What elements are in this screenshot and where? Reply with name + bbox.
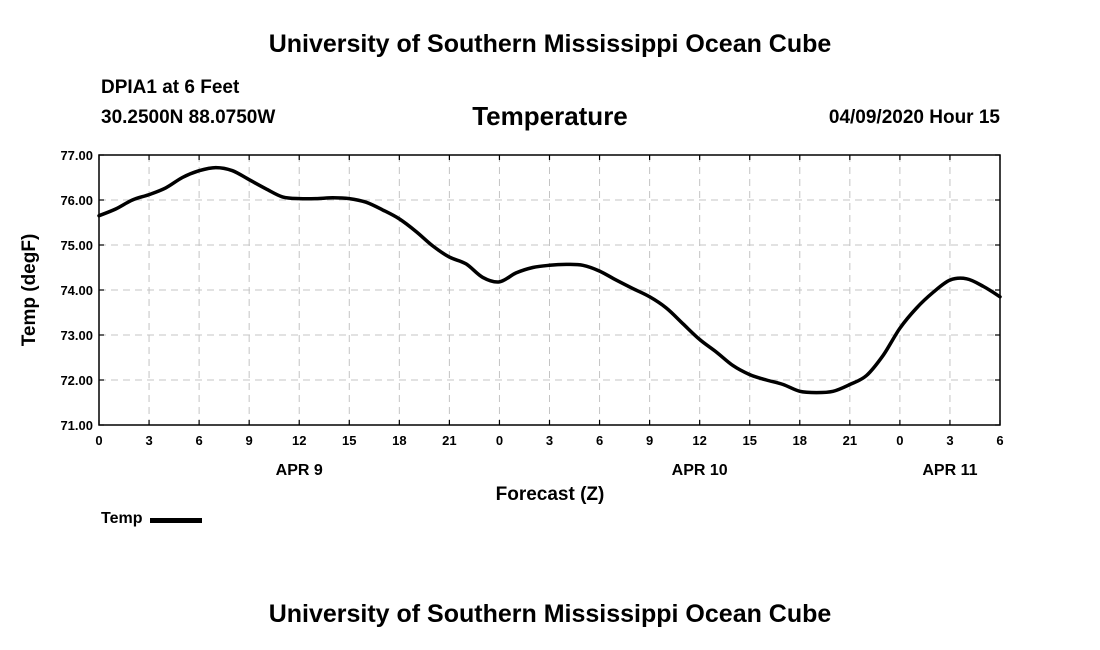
x-axis-title: Forecast (Z) (496, 484, 605, 505)
y-axis-title: Temp (degF) (19, 234, 40, 347)
station-label: DPIA1 at 6 Feet (101, 77, 240, 98)
series-line-temp (97, 165, 1002, 395)
x-tick-label: 21 (442, 433, 456, 448)
y-tick-label: 74.00 (60, 283, 93, 298)
legend-line-swatch (150, 518, 203, 523)
x-tick-label: 0 (896, 433, 903, 448)
x-tick-label: 12 (692, 433, 706, 448)
x-tick-label: 0 (496, 433, 503, 448)
day-label: APR 11 (922, 462, 977, 479)
x-tick-label: 9 (646, 433, 653, 448)
y-tick-label: 75.00 (60, 238, 93, 253)
top-title: University of Southern Mississippi Ocean… (268, 30, 832, 58)
x-tick-label: 21 (843, 433, 857, 448)
x-tick-label: 15 (342, 433, 356, 448)
station-coords: 30.2500N 88.0750W (101, 107, 276, 128)
x-tick-label: 18 (793, 433, 807, 448)
x-tick-label: 3 (145, 433, 152, 448)
y-tick-label: 72.00 (60, 373, 93, 388)
y-tick-label: 71.00 (60, 418, 93, 433)
day-label: APR 10 (672, 462, 728, 479)
x-tick-label: 15 (742, 433, 756, 448)
y-tick-label: 76.00 (60, 193, 93, 208)
axis-ticks: 0 3 6 9 12 15 18 21 0 3 6 9 12 15 18 21 0 3 6 71.00 72.00 73.… (60, 148, 1003, 479)
forecast-timestamp: 04/09/2020 Hour 15 (828, 107, 1000, 128)
y-tick-label: 77.00 (60, 148, 93, 163)
series-layer (97, 165, 1002, 395)
day-label: APR 9 (276, 462, 323, 479)
bottom-title: University of Southern Mississippi Ocean… (268, 600, 832, 628)
legend: Temp (101, 509, 203, 529)
x-tick-label: 3 (946, 433, 953, 448)
x-tick-label: 12 (292, 433, 306, 448)
legend-label: Temp (101, 510, 143, 527)
y-tick-label: 73.00 (60, 328, 93, 343)
chart-grid (99, 155, 1000, 425)
chart-title: Temperature (472, 101, 628, 131)
x-tick-label: 6 (996, 433, 1003, 448)
x-tick-label: 3 (546, 433, 553, 448)
x-tick-label: 18 (392, 433, 406, 448)
x-tick-label: 9 (246, 433, 253, 448)
x-tick-label: 6 (195, 433, 202, 448)
x-tick-label: 0 (95, 433, 102, 448)
x-tick-label: 6 (596, 433, 603, 448)
